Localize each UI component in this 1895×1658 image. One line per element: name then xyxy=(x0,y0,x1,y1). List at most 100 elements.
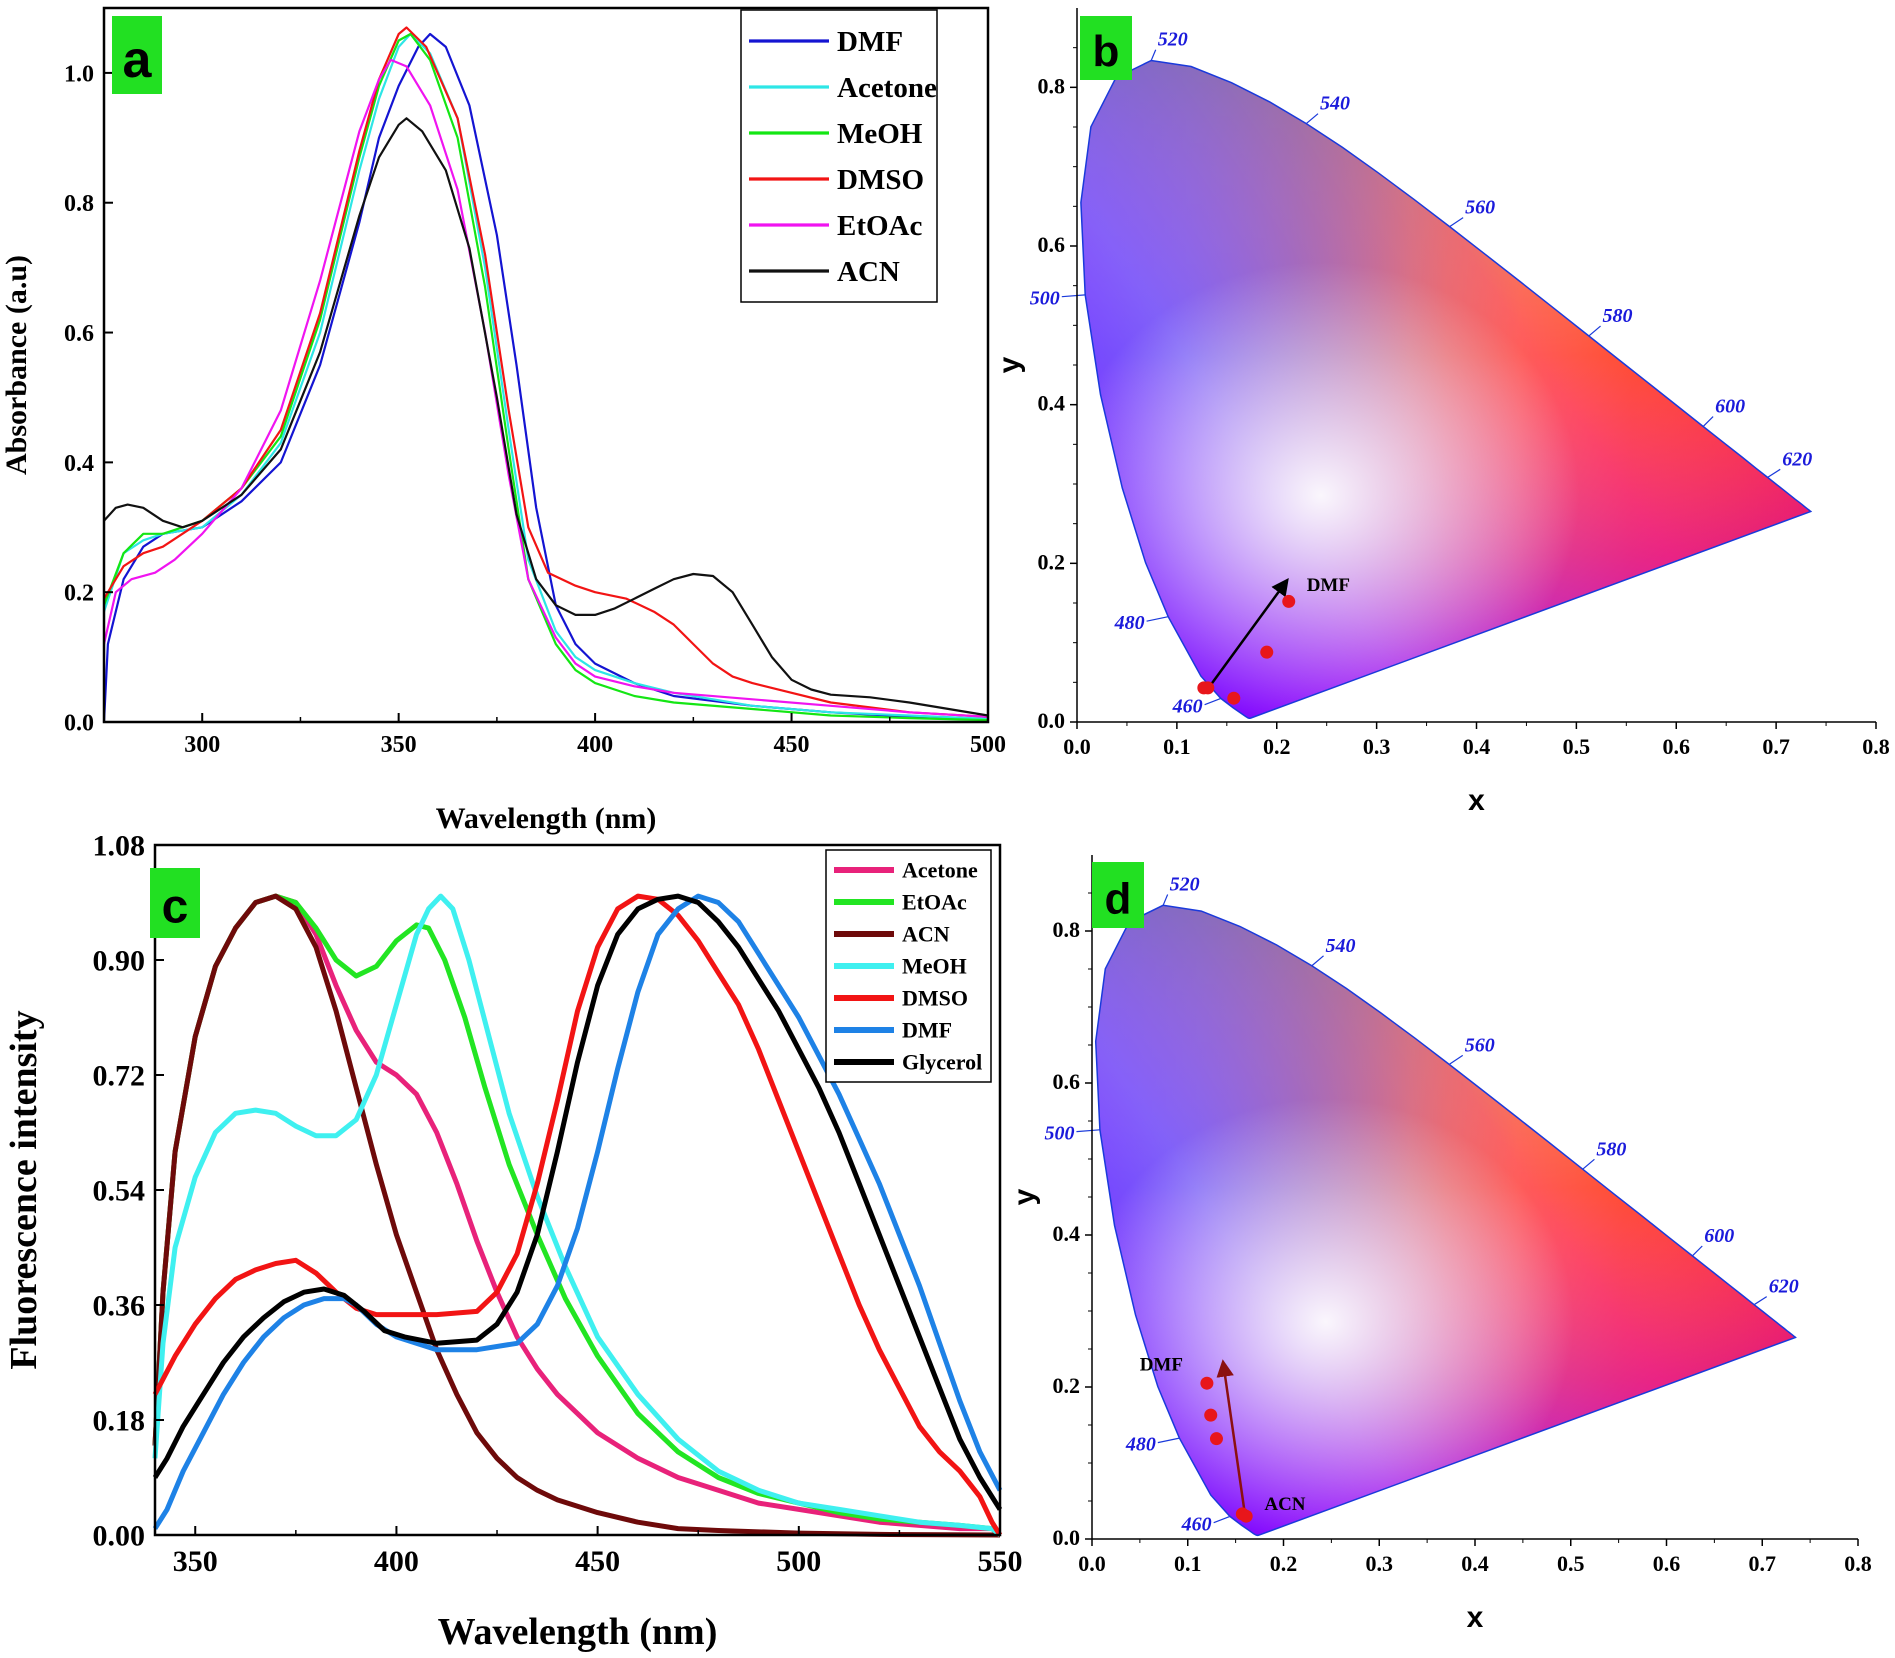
b-chromaticity-point xyxy=(1282,594,1296,608)
d-x-tick-label: 0.1 xyxy=(1174,1551,1202,1576)
a-legend-label-meoh: MeOH xyxy=(837,118,923,150)
b-x-tick-label: 0.3 xyxy=(1363,734,1391,759)
d-x-tick-label: 0.5 xyxy=(1557,1551,1585,1576)
d-wavelength-label: 600 xyxy=(1704,1225,1734,1247)
d-x-axis-title: x xyxy=(1467,1601,1484,1634)
b-y-tick-label: 0.0 xyxy=(1038,708,1066,733)
b-y-tick-label: 0.4 xyxy=(1038,391,1066,416)
d-y-tick-label: 0.6 xyxy=(1053,1069,1081,1094)
d-point-annotation-dmf: DMF xyxy=(1140,1354,1183,1375)
c-legend-label-etoac: EtOAc xyxy=(902,890,967,915)
d-wavelength-tick xyxy=(1582,1158,1595,1170)
d-y-axis-title: y xyxy=(1008,1188,1041,1205)
c-y-tick-label: 0.54 xyxy=(93,1175,146,1208)
d-x-tick-label: 0.7 xyxy=(1749,1551,1777,1576)
d-chromaticity-point xyxy=(1209,1432,1223,1446)
b-x-tick-label: 0.0 xyxy=(1063,734,1091,759)
d-wavelength-tick xyxy=(1311,955,1324,967)
a-x-tick-label: 450 xyxy=(774,732,810,758)
b-panel-letter: b xyxy=(1093,27,1120,76)
d-y-tick-label: 0.0 xyxy=(1053,1525,1081,1550)
d-point-annotation-acn: ACN xyxy=(1264,1494,1305,1515)
b-wavelength-tick xyxy=(1150,49,1157,61)
d-x-tick-label: 0.8 xyxy=(1844,1551,1872,1576)
d-gamut-fill xyxy=(1095,905,1796,1536)
c-legend-label-glycerol: Glycerol xyxy=(902,1050,982,1075)
d-x-tick-label: 0.0 xyxy=(1078,1551,1106,1576)
a-plot-frame xyxy=(102,6,990,724)
d-wavelength-label: 480 xyxy=(1125,1434,1156,1456)
d-gamut-layer xyxy=(1095,905,1796,1536)
panel-a-absorbance-chart: 300 350 400 450 500 0.0 0.2 0.4 0.6 0.8 1.0 Wavelen… xyxy=(0,6,1006,835)
b-spectral-locus xyxy=(1080,59,1813,719)
b-gamut-fill xyxy=(1080,60,1811,719)
c-x-tick-label: 500 xyxy=(776,1545,821,1578)
panel-d-cie-diagram: 460 480 500 520 540 560 580 600 620 0.0 0.1 0.2 0.3 0… xyxy=(1008,855,1872,1634)
b-x-axis-title: x xyxy=(1468,784,1485,817)
c-legend-label-dmso: DMSO xyxy=(902,986,968,1011)
b-wavelength-tick xyxy=(1702,416,1714,427)
d-x-tick-label: 0.6 xyxy=(1653,1551,1681,1576)
a-panel-letter-box xyxy=(112,16,162,94)
d-y-tick-label: 0.8 xyxy=(1053,917,1081,942)
b-wavelength-tick xyxy=(1146,616,1169,622)
d-wavelength-tick xyxy=(1691,1245,1703,1257)
b-y-tick-label: 0.2 xyxy=(1038,549,1066,574)
d-wavelength-tick xyxy=(1448,1054,1464,1065)
a-legend-label-dmf: DMF xyxy=(837,26,903,58)
b-chromaticity-point xyxy=(1260,645,1274,659)
c-x-tick-label: 400 xyxy=(374,1545,419,1578)
c-legend-label-meoh: MeOH xyxy=(902,954,967,979)
a-legend-label-acetone: Acetone xyxy=(837,72,937,104)
d-wavelength-label: 500 xyxy=(1044,1123,1074,1145)
d-wavelength-label: 620 xyxy=(1769,1276,1799,1298)
a-y-tick-label: 0.0 xyxy=(64,710,94,736)
b-y-tick-label: 0.6 xyxy=(1038,232,1066,257)
c-y-axis-title: Fluorescence intensity xyxy=(3,1010,45,1369)
c-y-tick-label: 0.18 xyxy=(93,1405,146,1438)
d-wavelength-tick xyxy=(1162,894,1169,906)
d-chromaticity-point xyxy=(1239,1509,1253,1523)
d-wavelength-tick xyxy=(1213,1515,1231,1524)
c-y-tick-label: 1.08 xyxy=(93,830,146,863)
b-point-annotation-dmf: DMF xyxy=(1307,575,1350,596)
a-legend-box xyxy=(740,9,938,303)
b-x-tick-label: 0.2 xyxy=(1263,734,1291,759)
a-series-line-acn xyxy=(103,117,989,717)
d-wavelength-tick xyxy=(1157,1437,1180,1444)
d-shift-arrow xyxy=(1216,1359,1247,1517)
b-wavelength-label: 580 xyxy=(1603,305,1633,327)
c-y-tick-label: 0.90 xyxy=(93,945,146,978)
b-wavelength-tick xyxy=(1305,113,1319,125)
a-y-tick-label: 0.6 xyxy=(64,321,94,347)
c-legend-label-acn: ACN xyxy=(902,922,950,947)
d-x-tick-label: 0.2 xyxy=(1270,1551,1298,1576)
b-wavelength-tick xyxy=(1767,468,1781,478)
c-x-tick-label: 450 xyxy=(575,1545,620,1578)
b-wavelength-label: 540 xyxy=(1320,93,1350,115)
b-x-tick-label: 0.4 xyxy=(1463,734,1491,759)
d-spectral-locus xyxy=(1094,904,1797,1537)
c-series-line-meoh xyxy=(152,893,1002,1537)
d-panel-letter-box xyxy=(1092,862,1144,928)
a-x-tick-label: 500 xyxy=(970,732,1006,758)
a-y-tick-label: 0.8 xyxy=(64,191,94,217)
a-y-tick-label: 1.0 xyxy=(64,61,94,87)
c-series-line-dmso xyxy=(152,893,1003,1537)
a-x-axis-title: Wavelength (nm) xyxy=(436,802,657,835)
panel-c-fluorescence-chart: 350 400 450 500 550 0.00 0.18 0.36 0.54 0.72 0.90 1… xyxy=(3,830,1023,1654)
d-wavelength-label: 560 xyxy=(1465,1034,1495,1056)
d-chromaticity-point xyxy=(1204,1408,1218,1422)
b-x-tick-label: 0.6 xyxy=(1663,734,1691,759)
c-panel-letter: c xyxy=(162,881,189,934)
c-x-axis-title: Wavelength (nm) xyxy=(438,1611,718,1653)
a-series-line-etoac xyxy=(102,58,989,718)
d-wavelength-tick xyxy=(1753,1296,1768,1306)
b-x-tick-label: 0.5 xyxy=(1563,734,1591,759)
a-legend-label-dmso: DMSO xyxy=(837,164,924,196)
c-y-tick-label: 0.36 xyxy=(93,1290,146,1323)
a-x-tick-label: 350 xyxy=(381,732,417,758)
a-legend-label-acn: ACN xyxy=(837,256,900,288)
d-wavelength-label: 520 xyxy=(1170,874,1200,896)
d-x-tick-label: 0.4 xyxy=(1461,1551,1489,1576)
